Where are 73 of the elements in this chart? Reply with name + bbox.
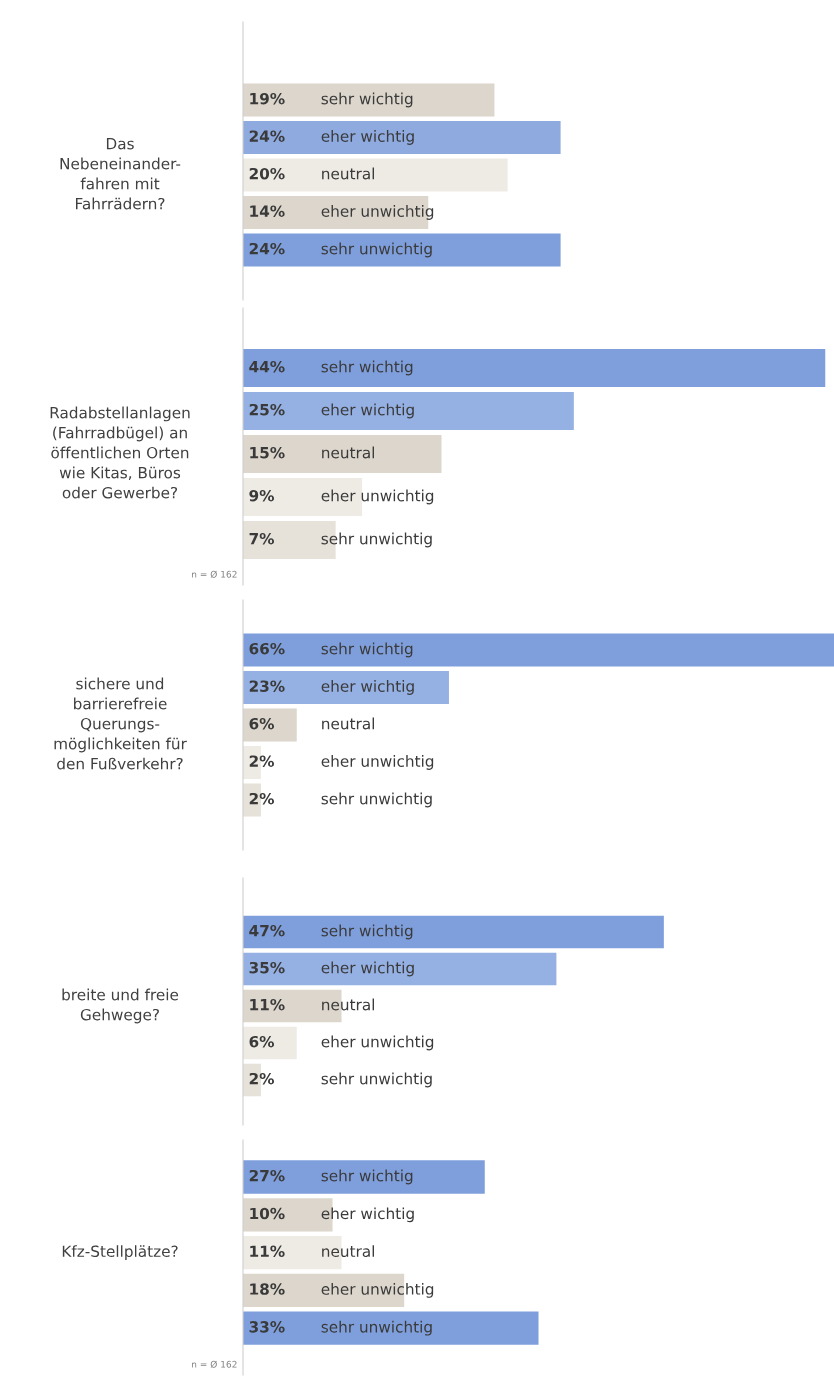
data-label: 23% <box>249 680 285 692</box>
data-label: 27% <box>249 1169 285 1182</box>
text: Radabstellanlagen (Fahrradbügel) an öffentlichen Orten wie Kitas, Büros oder Gewerbe? <box>50 406 190 499</box>
bar <box>243 633 834 667</box>
y-tick-label: sehr unwichtig <box>321 792 432 808</box>
bar <box>243 435 442 473</box>
bar <box>243 158 508 192</box>
y-tick-label: eher wichtig <box>321 961 414 977</box>
data-label: 2% <box>249 1072 275 1085</box>
bar <box>243 349 826 387</box>
bar <box>243 952 557 986</box>
bar <box>243 915 664 949</box>
y-tick-label: sehr wichtig <box>321 924 413 940</box>
text: n = Ø 162 <box>192 1360 237 1368</box>
text: Das Nebeneinander- fahren mit Fahrrädern? <box>60 138 181 210</box>
bar <box>243 83 495 117</box>
data-label: 35% <box>249 961 285 974</box>
y-tick-label: neutral <box>322 717 374 730</box>
y-tick-label: sehr unwichtig <box>321 242 432 258</box>
y-tick-label: sehr wichtig <box>321 360 413 376</box>
data-label: 24% <box>249 242 285 255</box>
text: breite und freie Gehwege? <box>62 988 179 1024</box>
bar <box>243 1160 485 1194</box>
y-tick-label: eher unwichtig <box>321 1283 434 1298</box>
data-label: 19% <box>250 92 285 105</box>
y-tick-label: eher wichtig <box>321 680 414 695</box>
bar <box>243 478 363 516</box>
data-label: 7% <box>249 532 275 545</box>
y-tick-label: eher wichtig <box>321 1207 414 1223</box>
data-label: 2% <box>249 792 275 805</box>
data-label: 14% <box>250 205 285 217</box>
data-label: 6% <box>249 717 275 730</box>
bar <box>243 121 561 154</box>
text: Kfz-Stellplätze? <box>62 1245 178 1260</box>
data-label: 44% <box>249 360 285 373</box>
y-tick-label: sehr unwichtig <box>321 532 432 548</box>
bar <box>243 1026 297 1060</box>
y-tick-label: neutral <box>322 998 374 1011</box>
y-tick-label: eher unwichtig <box>321 489 434 505</box>
y-tick-label: sehr wichtig <box>321 1169 413 1185</box>
y-tick-label: sehr unwichtig <box>321 1320 432 1336</box>
text: n = Ø 162 <box>192 570 237 578</box>
data-label: 15% <box>250 446 285 459</box>
data-label: 33% <box>249 1321 285 1333</box>
y-tick-label: neutral <box>322 1245 374 1258</box>
data-label: 24% <box>249 130 285 142</box>
data-label: 11% <box>250 998 285 1011</box>
y-tick-label: eher unwichtig <box>321 755 434 770</box>
data-label: 11% <box>250 1245 285 1258</box>
y-tick-label: sehr wichtig <box>321 642 413 658</box>
bar <box>243 233 561 267</box>
text: sichere und barrierefreie Querungs- möglichkeiten für den Fußverkehr? <box>54 677 187 770</box>
y-tick-label: neutral <box>322 167 374 180</box>
bar <box>243 708 297 742</box>
data-label: 66% <box>249 642 285 655</box>
y-tick-label: eher unwichtig <box>321 205 434 220</box>
y-tick-label: eher wichtig <box>321 403 414 419</box>
y-tick-label: eher wichtig <box>321 130 414 145</box>
data-label: 20% <box>249 167 285 180</box>
data-label: 25% <box>249 403 285 416</box>
y-tick-label: neutral <box>322 446 374 459</box>
data-label: 47% <box>249 924 285 937</box>
data-label: 2% <box>249 755 275 767</box>
data-label: 10% <box>250 1207 285 1220</box>
data-label: 9% <box>249 489 275 502</box>
y-tick-label: sehr wichtig <box>321 92 413 108</box>
bar <box>243 1311 539 1345</box>
data-label: 18% <box>250 1283 285 1295</box>
bar <box>243 392 574 430</box>
y-tick-label: eher unwichtig <box>321 1035 434 1051</box>
bar <box>243 671 449 704</box>
data-label: 6% <box>249 1035 275 1048</box>
y-tick-label: sehr unwichtig <box>321 1072 432 1088</box>
